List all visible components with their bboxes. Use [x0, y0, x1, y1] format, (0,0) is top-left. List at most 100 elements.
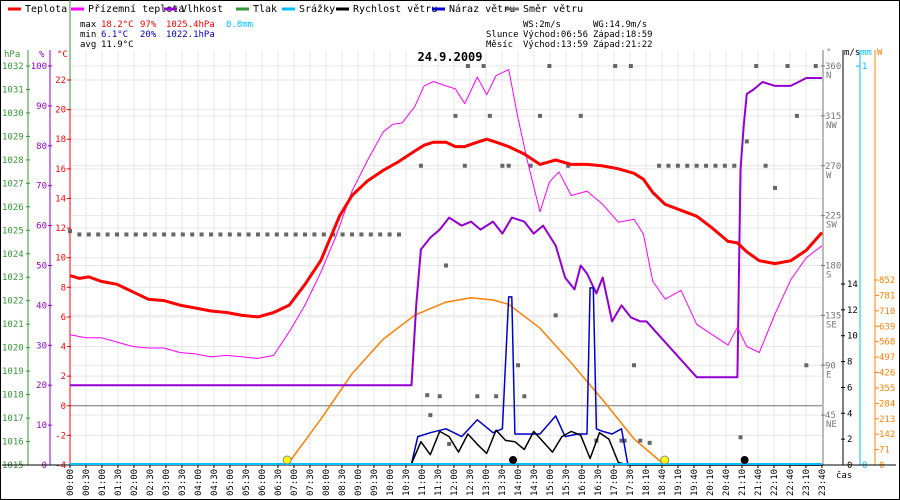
- wind-direction-point: [538, 113, 542, 118]
- x-tick-label: 16:00: [578, 469, 588, 496]
- x-tick-label: 22:10: [770, 469, 780, 496]
- axis-title-wind: m/s: [844, 48, 860, 58]
- wind-direction-point: [447, 441, 452, 446]
- stats-max-hum: 97%: [140, 20, 157, 30]
- tick-label-humidity: 50: [36, 262, 47, 272]
- stats-max-label: max: [80, 20, 97, 30]
- series-radiation: [286, 297, 666, 466]
- sun-label: Slunce: [486, 30, 519, 40]
- x-tick-label: 05:00: [226, 469, 236, 496]
- x-tick-label: 14:30: [530, 469, 540, 496]
- wind-direction-point: [813, 64, 818, 68]
- tick-label-compass: E: [826, 370, 831, 380]
- legend-label: Přízemní teplota: [88, 3, 184, 15]
- tick-label-pressure: 1024: [2, 250, 24, 260]
- tick-label-wind: 8: [847, 358, 852, 368]
- tick-label-wind: 6: [847, 383, 852, 393]
- x-tick-label: 17:30: [626, 469, 636, 496]
- wind-direction-point: [199, 232, 204, 237]
- x-tick-label: 00:30: [82, 469, 92, 496]
- tick-label-direction: 180: [825, 262, 841, 272]
- series-temperature: [69, 137, 824, 319]
- wind-direction-point: [566, 163, 571, 168]
- tick-label-radiation: 639: [879, 322, 895, 332]
- tick-label-direction: 90: [825, 361, 836, 371]
- wind-direction-point: [368, 232, 373, 237]
- stats-min-label: min: [80, 30, 96, 40]
- moon-marker: [740, 456, 749, 464]
- tick-label-radiation: 710: [879, 307, 895, 317]
- wind-direction-point: [773, 185, 777, 190]
- tick-label-radiation: 497: [879, 353, 895, 363]
- wind-direction-point: [227, 232, 232, 237]
- wind-direction-point: [162, 232, 166, 237]
- wind-direction-point: [516, 363, 521, 368]
- wind-direction-point: [578, 113, 583, 118]
- tick-label-humidity: 30: [36, 341, 47, 351]
- x-tick-label: 08:00: [322, 469, 332, 496]
- wind-direction-point: [494, 394, 499, 399]
- wind-direction-point: [133, 232, 138, 237]
- tick-label-humidity: 70: [36, 182, 47, 192]
- wind-direction-point: [444, 263, 448, 268]
- wind-direction-point: [274, 232, 279, 237]
- tick-label-humidity: 100: [31, 62, 47, 72]
- sun-marker: [660, 455, 670, 465]
- wind-direction-point: [619, 438, 624, 443]
- wind-direction-point: [657, 163, 662, 168]
- sun-set: Západ:18:59: [593, 30, 653, 40]
- wind-direction-point: [350, 232, 354, 237]
- wind-direction-point: [704, 163, 709, 168]
- wind-direction-point: [738, 435, 743, 440]
- x-tick-label: 20:10: [706, 469, 716, 496]
- x-tick-label: 15:30: [562, 469, 572, 496]
- tick-label-humidity: 40: [36, 301, 47, 311]
- wind-direction-point: [547, 64, 552, 68]
- x-tick-label: 19:40: [690, 469, 700, 496]
- x-tick-label: 19:10: [674, 469, 684, 496]
- legend-item: Tlak: [236, 4, 277, 15]
- wind-direction-point: [115, 232, 119, 237]
- tick-label-radiation: 0: [879, 461, 884, 471]
- x-tick-label: 14:00: [514, 469, 524, 496]
- tick-label-compass: SE: [826, 320, 837, 330]
- stats-block: max 18.2°C 97% 1025.4hPa 0.0mm min 6.1°C…: [80, 20, 653, 50]
- x-tick-label: 06:30: [274, 469, 284, 496]
- tick-label-radiation: 781: [879, 291, 895, 301]
- tick-label-pressure: 1032: [2, 62, 24, 72]
- wind-direction-point: [96, 232, 101, 237]
- wind-direction-point: [284, 232, 289, 237]
- wind-direction-point: [666, 163, 671, 168]
- stats-min-hum: 20%: [140, 30, 157, 40]
- legend-label: Náraz větru: [449, 3, 515, 15]
- wind-direction-point: [180, 232, 185, 237]
- wind-direction-point: [303, 232, 307, 237]
- tick-label-radiation: 355: [879, 384, 895, 394]
- x-tick-label: 00:00: [66, 469, 76, 496]
- x-tick-label: 18:10: [642, 469, 652, 496]
- tick-label-temperature: 10: [55, 254, 66, 264]
- wind-direction-point: [340, 232, 345, 237]
- wind-direction-point: [86, 232, 91, 237]
- x-tick-label: 04:30: [210, 469, 220, 496]
- tick-label-direction: 135: [825, 311, 841, 321]
- tick-label-temperature: 2: [61, 372, 66, 382]
- legend-item: Rychlost větru: [336, 3, 437, 15]
- legend-label: Teplota: [25, 4, 67, 15]
- wind-direction-point: [744, 139, 749, 144]
- tick-label-compass: S: [826, 271, 831, 281]
- wind-direction-point: [171, 232, 176, 237]
- axis-title-rain: mm: [861, 48, 872, 58]
- series-wind-gust: [70, 287, 823, 466]
- axes: hPa1015101610171018101910201021102210231…: [2, 0, 896, 471]
- stats-min-press: 1022.1hPa: [166, 30, 215, 40]
- wind-direction-point: [256, 232, 260, 237]
- tick-label-wind: 2: [847, 435, 852, 445]
- wind-direction-point: [713, 163, 718, 168]
- tick-label-temperature: 0: [61, 402, 66, 412]
- tick-label-compass: NW: [826, 121, 837, 131]
- wind-direction-point: [237, 232, 242, 237]
- wind-direction-point: [528, 163, 533, 168]
- tick-label-pressure: 1029: [2, 132, 24, 142]
